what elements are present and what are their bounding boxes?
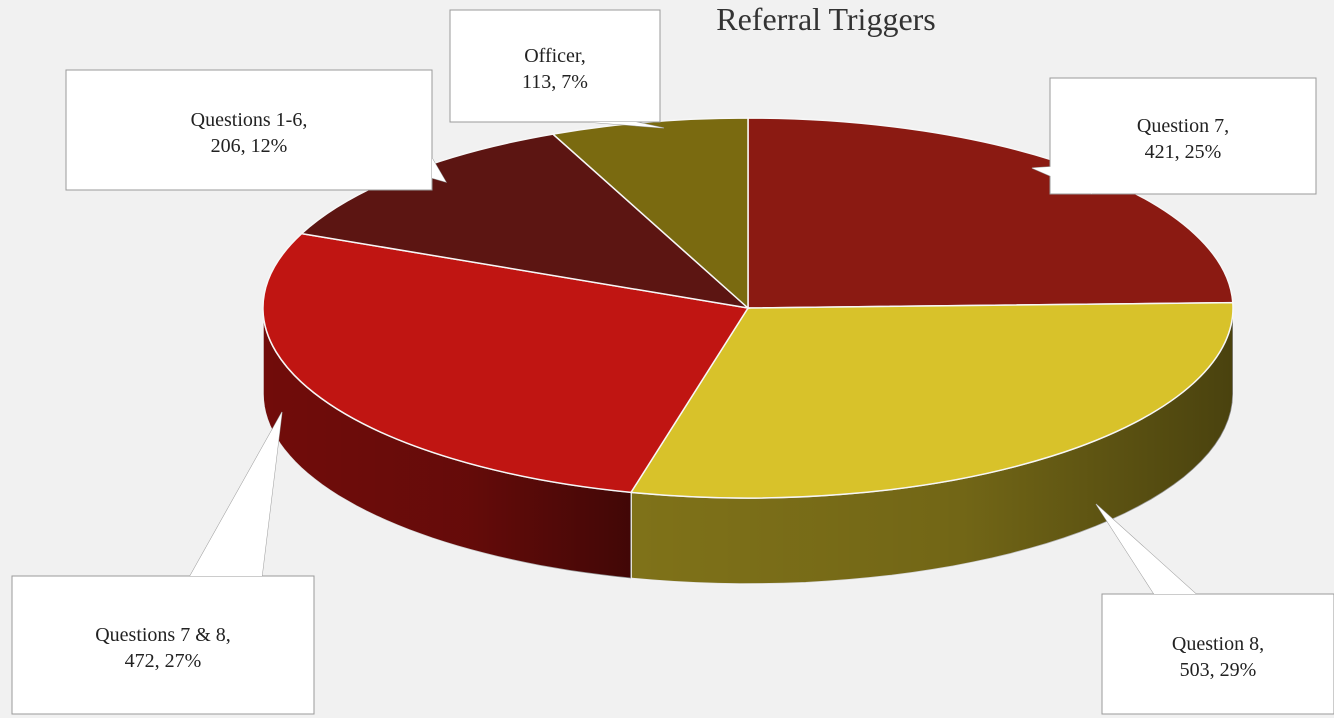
chart-title: Referral Triggers (716, 1, 936, 37)
callout-value: 113, 7% (522, 71, 588, 93)
callout-value: 472, 27% (125, 650, 202, 672)
callout-label: Question 7, (1137, 115, 1229, 137)
callout-label: Questions 1-6, (191, 109, 308, 131)
callout-label: Officer, (524, 45, 586, 67)
callout-pointer-fill (190, 412, 282, 576)
callout-value: 206, 12% (211, 135, 288, 157)
callout-questions-1-6: Questions 1-6, 206, 12% (66, 70, 446, 190)
callout-value: 503, 29% (1180, 659, 1257, 681)
callout-label: Questions 7 & 8, (95, 624, 231, 646)
callout-question-8: Question 8, 503, 29% (1096, 504, 1334, 714)
callout-questions-7-and-8: Questions 7 & 8, 472, 27% (12, 412, 314, 714)
callout-question-7: Question 7, 421, 25% (1032, 78, 1316, 194)
callout-value: 421, 25% (1145, 141, 1222, 163)
callout-pointer-fill (1096, 504, 1196, 594)
callout-label: Question 8, (1172, 633, 1264, 655)
callout-officer: Officer, 113, 7% (450, 10, 664, 128)
